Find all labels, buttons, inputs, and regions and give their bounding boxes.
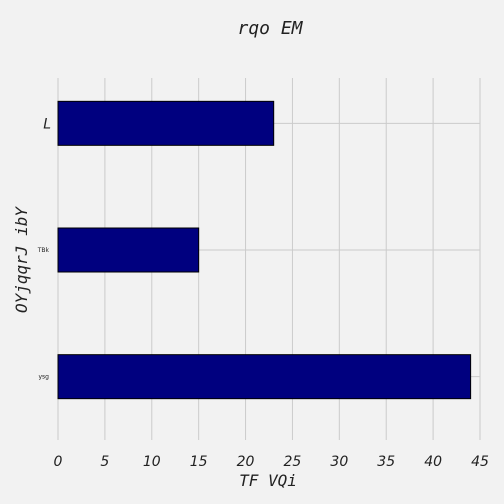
- x-tick-label: 25: [284, 454, 302, 470]
- bar-l: [57, 100, 275, 146]
- x-tick-label: 15: [190, 454, 208, 470]
- x-tick-label: 45: [471, 454, 489, 470]
- x-tick-label: 10: [143, 454, 161, 470]
- bar-ysg: [57, 354, 472, 400]
- x-tick-label: 35: [377, 454, 395, 470]
- bar-tbk: [57, 227, 200, 273]
- x-tick-label: 5: [100, 454, 109, 470]
- x-axis-label: TF VQi: [239, 471, 297, 490]
- chart-title: rqo EM: [237, 18, 303, 39]
- y-axis-label: OYjqqrJ ibY: [12, 206, 31, 313]
- x-tick-label: 20: [237, 454, 255, 470]
- y-tick-labels: L TBk ysg: [37, 116, 51, 380]
- y-tick-label: TBk: [37, 247, 50, 254]
- bars-layer: [57, 100, 472, 400]
- y-tick-label: ysg: [39, 374, 50, 381]
- x-tick-label: 0: [54, 454, 63, 470]
- x-tick-label: 30: [330, 454, 348, 470]
- y-tick-label: L: [43, 116, 51, 132]
- x-tick-labels: 0 5 10 15 20 25 30 35 40 45: [54, 454, 489, 470]
- x-tick-label: 40: [424, 454, 442, 470]
